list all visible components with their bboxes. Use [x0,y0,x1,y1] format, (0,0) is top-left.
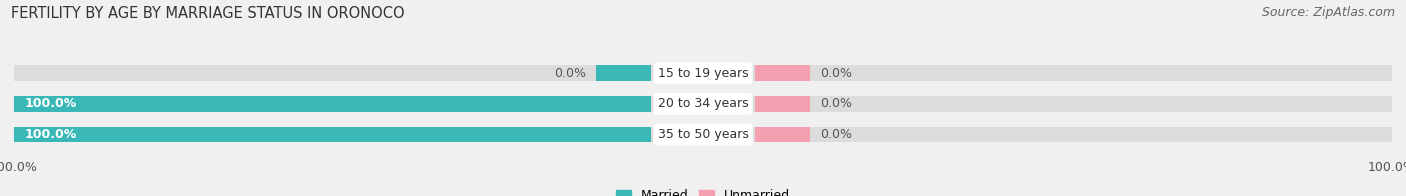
Bar [755,96,810,112]
Bar [596,65,651,81]
Text: 100.0%: 100.0% [24,128,77,141]
Bar [14,96,651,112]
Bar [755,127,810,142]
Bar [14,96,1392,112]
Text: 35 to 50 years: 35 to 50 years [658,128,748,141]
Bar [755,65,810,81]
Legend: Married, Unmarried: Married, Unmarried [612,184,794,196]
Text: FERTILITY BY AGE BY MARRIAGE STATUS IN ORONOCO: FERTILITY BY AGE BY MARRIAGE STATUS IN O… [11,6,405,21]
Bar [14,127,1392,142]
Text: Source: ZipAtlas.com: Source: ZipAtlas.com [1261,6,1395,19]
Bar [596,96,651,112]
Bar [596,127,651,142]
Bar [14,65,1392,81]
Text: 0.0%: 0.0% [554,67,586,80]
Text: 100.0%: 100.0% [24,97,77,110]
Text: 15 to 19 years: 15 to 19 years [658,67,748,80]
Text: 0.0%: 0.0% [820,97,852,110]
Bar [14,127,651,142]
Text: 0.0%: 0.0% [820,67,852,80]
Text: 0.0%: 0.0% [820,128,852,141]
Text: 20 to 34 years: 20 to 34 years [658,97,748,110]
